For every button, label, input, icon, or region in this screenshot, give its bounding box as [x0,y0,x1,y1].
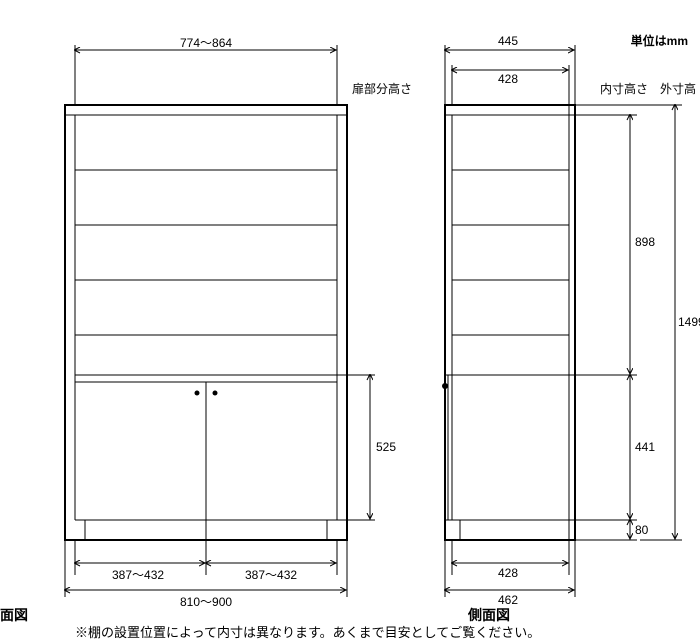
front-door-height-label: 扉部分高さ [352,80,412,97]
front-bottom-full-dim: 810～900 [180,593,232,610]
front-bottom-left-dim: 387～432 [112,566,164,583]
side-top-inner-dim: 428 [498,72,518,86]
side-top-outer-dim: 445 [498,34,518,48]
side-inner-h-label: 内寸高さ [600,80,648,97]
side-bottom-inner-dim: 428 [498,566,518,580]
side-outer-h-label: 外寸高 [660,80,696,97]
drawing-svg [0,0,700,637]
front-title: 面図 [0,605,28,625]
side-lower-h: 441 [635,440,655,454]
diagram-canvas: 単位はmm 774～864 扉部分高さ 525 387～432 387～432 … [0,0,700,637]
side-base-h: 80 [635,523,648,537]
side-total-h: 1499 [678,315,700,329]
front-door-height-value: 525 [376,440,396,454]
front-top-dim: 774～864 [180,34,232,51]
front-bottom-right-dim: 387～432 [245,566,297,583]
unit-label: 単位はmm [631,32,688,49]
footnote: ※棚の設置位置によって内寸は異なります。あくまで目安としてご覧ください。 [75,622,540,641]
side-upper-h: 898 [635,235,655,249]
